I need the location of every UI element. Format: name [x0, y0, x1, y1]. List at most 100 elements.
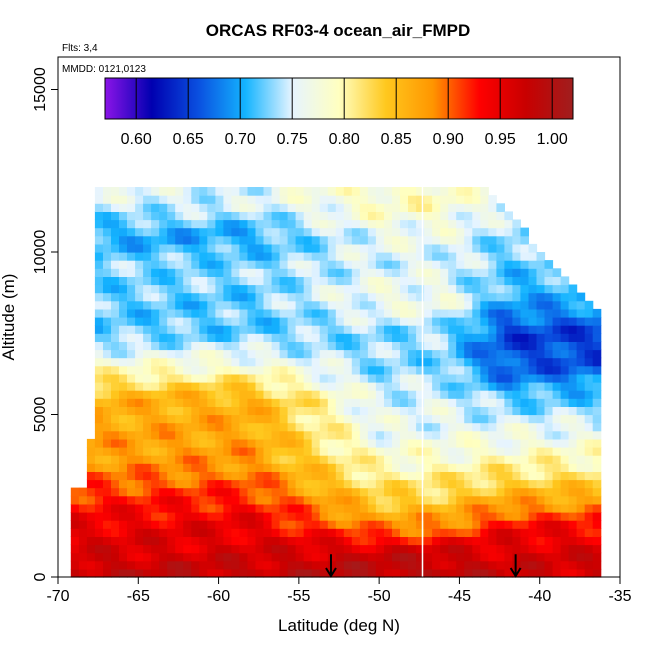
- heatmap-cell: [480, 325, 489, 334]
- heatmap-cell: [472, 520, 481, 529]
- heatmap-cell: [175, 187, 184, 196]
- heatmap-cell: [231, 382, 240, 391]
- heatmap-cell: [94, 430, 104, 440]
- heatmap-cell: [207, 568, 216, 578]
- heatmap-cell: [263, 382, 273, 391]
- heatmap-cell: [231, 349, 240, 359]
- heatmap-cell: [456, 365, 465, 375]
- heatmap-cell: [167, 292, 176, 302]
- heatmap-cell: [408, 349, 417, 359]
- heatmap-cell: [456, 471, 465, 481]
- heatmap-cell: [247, 300, 257, 310]
- heatmap-cell: [183, 422, 192, 432]
- heatmap-cell: [175, 479, 184, 489]
- heatmap-cell: [472, 479, 481, 489]
- heatmap-cell: [111, 373, 120, 383]
- heatmap-cell: [472, 300, 481, 310]
- heatmap-cell: [480, 528, 489, 537]
- heatmap-cell: [311, 292, 321, 302]
- heatmap-cell: [303, 373, 313, 383]
- heatmap-cell: [319, 268, 329, 277]
- heatmap-cell: [111, 455, 120, 464]
- heatmap-cell: [151, 268, 160, 277]
- heatmap-cell: [279, 463, 289, 472]
- heatmap-cell: [440, 463, 449, 472]
- heatmap-cell: [295, 560, 305, 570]
- heatmap-cell: [223, 243, 232, 253]
- heatmap-cell: [367, 187, 377, 196]
- heatmap-cell: [536, 365, 546, 375]
- heatmap-cell: [464, 365, 473, 375]
- heatmap-cell: [287, 373, 297, 383]
- heatmap-cell: [400, 398, 409, 407]
- heatmap-cell: [279, 325, 289, 334]
- heatmap-cell: [127, 568, 136, 578]
- heatmap-cell: [319, 503, 329, 513]
- heatmap-cell: [311, 414, 321, 424]
- heatmap-cell: [536, 512, 546, 521]
- heatmap-cell: [384, 430, 393, 440]
- heatmap-cell: [384, 357, 393, 367]
- heatmap-cell: [111, 227, 120, 237]
- heatmap-cell: [303, 430, 313, 440]
- heatmap-cell: [223, 284, 232, 294]
- heatmap-cell: [103, 219, 112, 229]
- heatmap-cell: [151, 333, 160, 342]
- heatmap-cell: [167, 235, 176, 245]
- heatmap-cell: [536, 260, 546, 269]
- heatmap-cell: [544, 544, 554, 554]
- heatmap-cell: [127, 479, 136, 489]
- heatmap-cell: [343, 471, 353, 481]
- heatmap-cell: [271, 390, 281, 399]
- heatmap-cell: [432, 414, 441, 424]
- heatmap-cell: [207, 252, 216, 261]
- heatmap-cell: [584, 349, 594, 359]
- heatmap-cell: [367, 333, 377, 342]
- heatmap-cell: [528, 341, 538, 351]
- heatmap-cell: [303, 211, 313, 221]
- heatmap-cell: [135, 406, 144, 416]
- heatmap-cell: [335, 414, 345, 424]
- heatmap-cell: [279, 219, 289, 229]
- heatmap-cell: [456, 382, 465, 391]
- heatmap-cell: [103, 333, 112, 342]
- heatmap-cell: [143, 512, 152, 521]
- heatmap-cell: [504, 568, 513, 578]
- heatmap-cell: [504, 317, 513, 326]
- heatmap-cell: [464, 422, 473, 432]
- heatmap-cell: [327, 520, 337, 529]
- heatmap-cell: [544, 260, 554, 269]
- heatmap-cell: [159, 438, 168, 448]
- heatmap-cell: [375, 479, 385, 489]
- heatmap-cell: [440, 528, 449, 537]
- heatmap-cell: [223, 414, 232, 424]
- heatmap-cell: [103, 398, 112, 407]
- heatmap-cell: [303, 479, 313, 489]
- heatmap-cell: [86, 560, 96, 570]
- heatmap-cell: [584, 536, 594, 546]
- heatmap-cell: [384, 325, 393, 334]
- heatmap-cell: [311, 390, 321, 399]
- heatmap-cell: [78, 544, 88, 554]
- heatmap-cell: [400, 406, 409, 416]
- heatmap-cell: [496, 520, 505, 529]
- heatmap-cell: [119, 292, 128, 302]
- heatmap-cell: [584, 382, 594, 391]
- heatmap-cell: [319, 520, 329, 529]
- heatmap-cell: [247, 333, 257, 342]
- heatmap-cell: [584, 414, 594, 424]
- heatmap-cell: [151, 227, 160, 237]
- heatmap-cell: [311, 544, 321, 554]
- heatmap-cell: [343, 463, 353, 472]
- heatmap-cell: [279, 317, 289, 326]
- heatmap-cell: [295, 430, 305, 440]
- heatmap-cell: [520, 512, 529, 521]
- heatmap-cell: [416, 203, 425, 212]
- heatmap-cell: [367, 203, 377, 212]
- heatmap-cell: [520, 479, 529, 489]
- heatmap-cell: [335, 552, 345, 562]
- heatmap-cell: [512, 260, 521, 269]
- heatmap-cell: [472, 292, 481, 302]
- heatmap-cell: [143, 308, 152, 318]
- heatmap-cell: [504, 536, 513, 546]
